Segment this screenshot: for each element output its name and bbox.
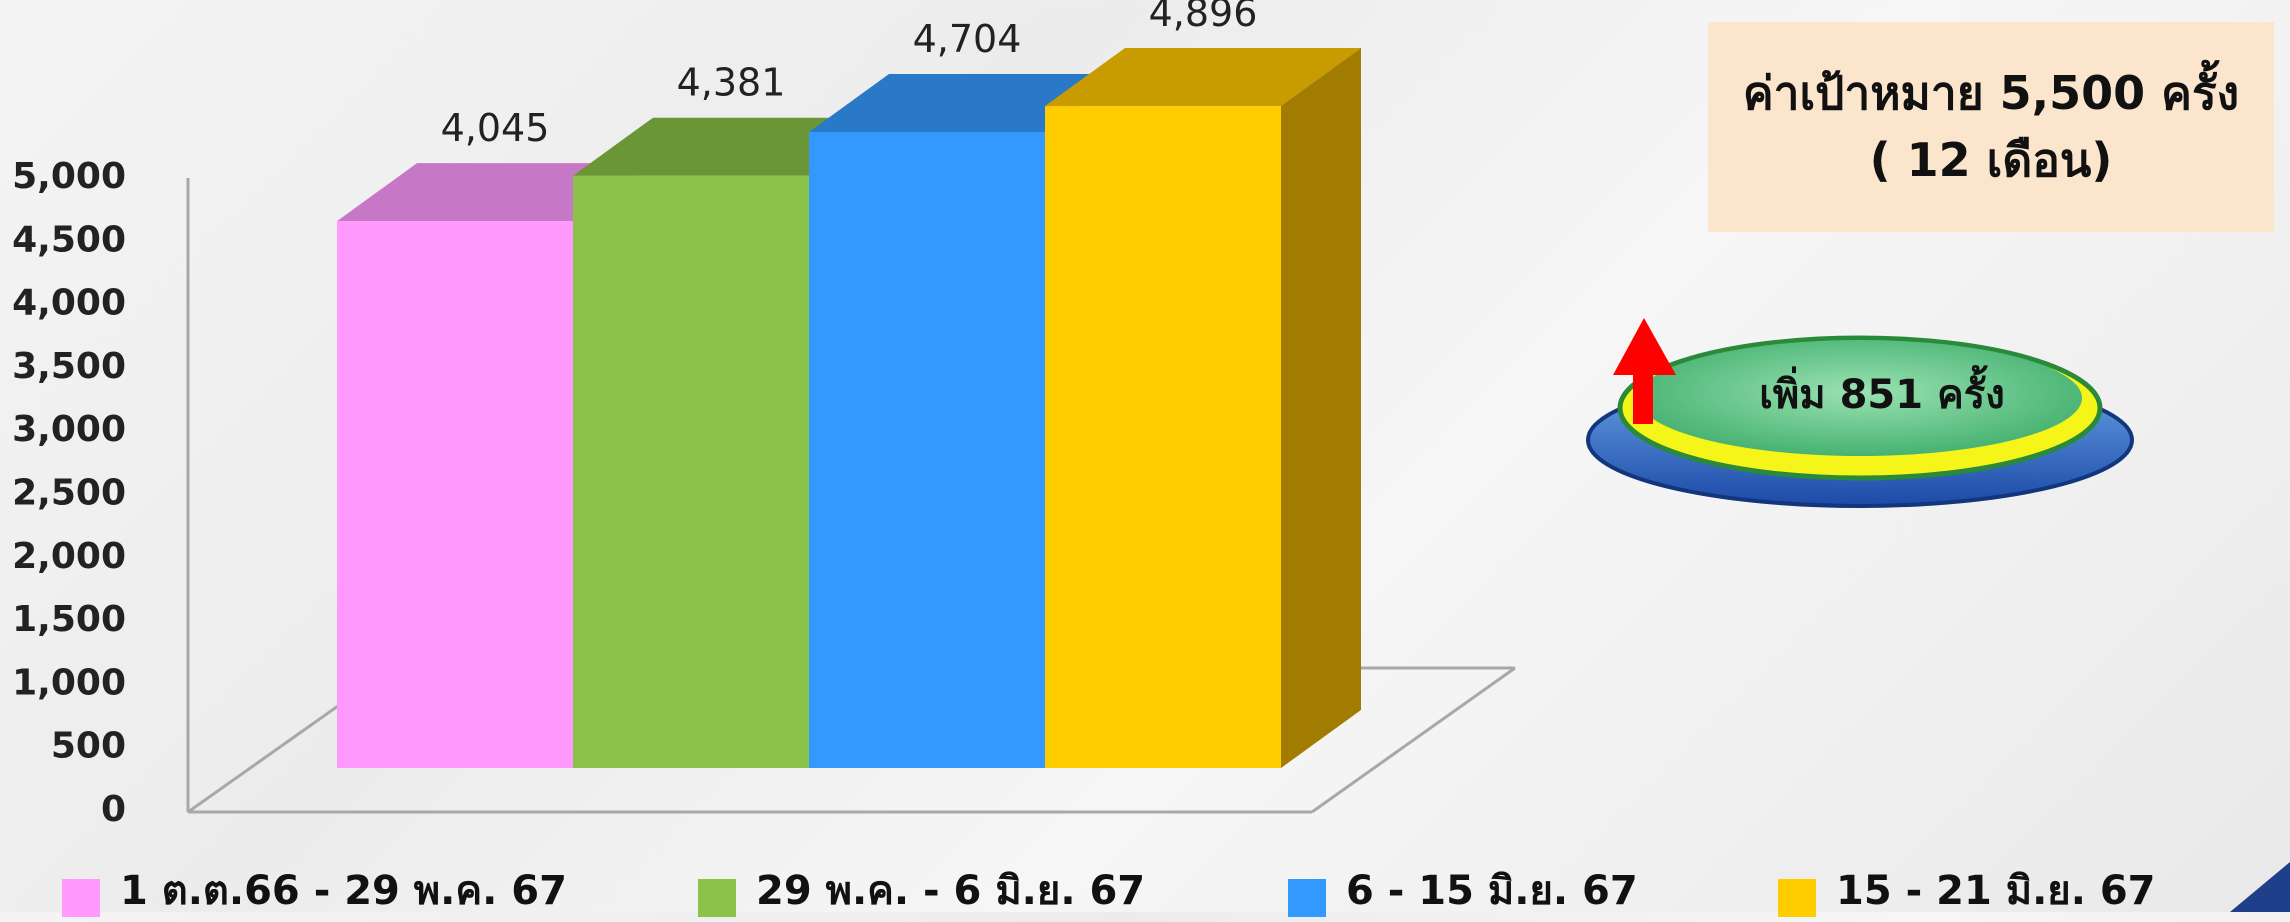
bars [337,48,1361,769]
legend-label: 29 พ.ค. - 6 มิ.ย. 67 [756,868,1146,914]
legend-item: 6 - 15 มิ.ย. 67 [1288,858,1638,922]
legend-swatch [1288,879,1326,917]
target-label: ค่าเป้าหมาย 5,500 ครั้ง [1742,66,2240,121]
legend-swatch [62,879,100,917]
data-label: 4,381 [677,61,786,105]
y-tick-label: 2,000 [12,536,126,577]
legend-item: 15 - 21 มิ.ย. 67 [1778,858,2156,922]
data-label: 4,896 [1149,0,1258,35]
y-tick-label: 4,500 [12,219,126,260]
legend: 1 ต.ต.66 - 29 พ.ค. 67 29 พ.ค. - 6 มิ.ย. … [0,858,2290,917]
target-box: ค่าเป้าหมาย 5,500 ครั้ง ( 12 เดือน) [1708,22,2274,232]
up-arrow-icon [1613,318,1676,424]
target-period: ( 12 เดือน) [1869,133,2113,187]
data-labels: 4,045 4,381 4,704 4,896 [441,0,1258,150]
badge-disc-top [1638,340,2082,456]
y-tick-label: 1,000 [12,662,126,703]
bar [809,132,1045,769]
legend-label: 6 - 15 มิ.ย. 67 [1346,868,1638,914]
floor-left-edge [187,704,339,814]
y-axis-ticks: 0 500 1,000 1,500 2,000 2,500 3,000 3,500 4,000 4… [12,156,126,830]
bar [1045,106,1281,769]
y-tick-label: 3,500 [12,346,126,387]
y-tick-label: 5,000 [12,156,126,197]
legend-label: 15 - 21 มิ.ย. 67 [1836,868,2156,914]
data-label: 4,045 [441,106,550,150]
legend-item: 29 พ.ค. - 6 มิ.ย. 67 [698,858,1145,922]
bar [337,221,573,769]
legend-item: 1 ต.ต.66 - 29 พ.ค. 67 [62,858,567,922]
floor-right-edge [1311,666,1516,814]
y-tick-label: 4,000 [12,283,126,324]
bar [573,175,809,769]
y-tick-label: 1,500 [12,599,126,640]
data-label: 4,704 [913,17,1022,61]
legend-swatch [698,879,736,917]
y-tick-label: 2,500 [12,473,126,514]
bar-side [1281,48,1361,769]
y-tick-label: 0 [101,789,126,830]
corner-decoration [2230,862,2290,912]
increase-badge: เพิ่ม 851 ครั้ง [1586,318,2134,508]
y-tick-label: 3,000 [12,409,126,450]
y-tick-label: 500 [51,726,126,767]
legend-label: 1 ต.ต.66 - 29 พ.ค. 67 [120,868,567,914]
legend-swatch [1778,879,1816,917]
bar-top [1045,48,1361,107]
badge-text: เพิ่ม 851 ครั้ง [1759,365,2005,418]
